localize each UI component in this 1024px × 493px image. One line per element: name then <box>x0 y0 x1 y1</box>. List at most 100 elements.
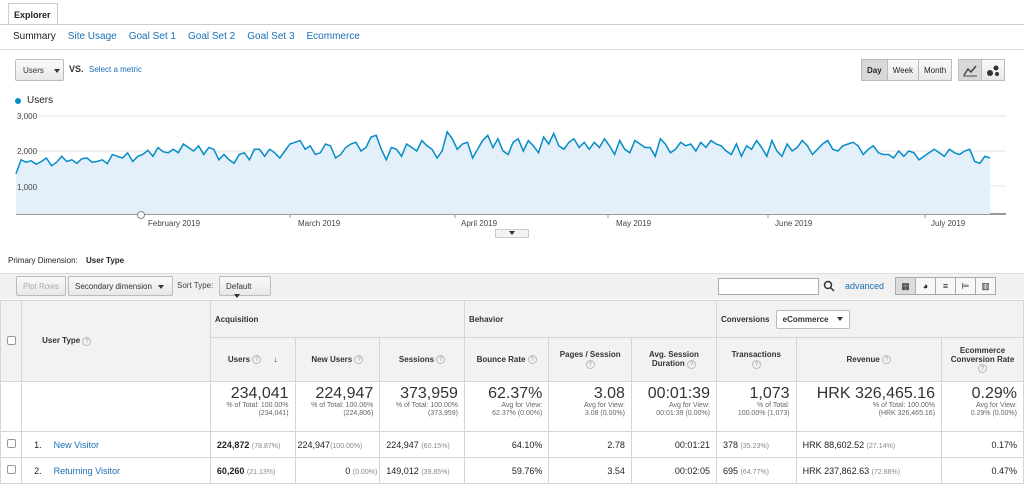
data-table: User Type ? Acquisition Behavior Convers… <box>0 300 1024 484</box>
col-bounce-rate[interactable]: Bounce Rate ? <box>463 337 550 382</box>
x-tick-label: March 2019 <box>298 219 341 228</box>
select-all-cell <box>0 300 23 382</box>
help-icon[interactable]: ? <box>751 359 761 369</box>
row-checkbox[interactable] <box>6 439 16 448</box>
sort-type-dropdown[interactable]: Default <box>219 276 271 298</box>
total-pages-session: 3.08 Avg for View: 3.08 (0.00%) <box>548 381 632 432</box>
day-button[interactable]: Day <box>861 59 888 81</box>
cell-pct: (27.14%) <box>866 442 896 450</box>
totals-spacer <box>0 381 23 432</box>
col-label: Ecommerce Conversion Rate <box>950 345 1015 364</box>
help-icon[interactable]: ? <box>585 359 595 369</box>
total-sub: (224,806) <box>343 410 374 417</box>
help-icon[interactable]: ? <box>436 355 446 365</box>
motion-chart-button[interactable] <box>981 59 1005 81</box>
help-icon[interactable]: ? <box>252 355 262 365</box>
total-value: 373,959 <box>400 385 458 402</box>
table-row: 1. New Visitor 224,872 (78.87%) 224,947(1… <box>0 431 1024 458</box>
chevron-down-icon <box>54 68 61 73</box>
secondary-dimension-dropdown[interactable]: Secondary dimension <box>68 276 173 296</box>
col-avg-session-duration[interactable]: Avg. Session Duration ? <box>630 337 717 382</box>
line-chart-button[interactable] <box>958 59 982 81</box>
select-all-checkbox[interactable] <box>6 335 16 345</box>
row-select-cell <box>0 431 23 458</box>
row-number: 2. <box>34 465 42 476</box>
bar-icon: ≡ <box>942 281 949 291</box>
subtab-ecommerce[interactable]: Ecommerce <box>306 31 360 42</box>
annotation-marker[interactable] <box>137 211 145 219</box>
acquisition-group-header: Acquisition <box>209 300 465 338</box>
col-users[interactable]: Users ? ↓ <box>209 337 296 382</box>
divider <box>0 49 1024 50</box>
col-pages-session[interactable]: Pages / Session? <box>548 337 632 382</box>
col-ecommerce-conversion-rate[interactable]: Ecommerce Conversion Rate? <box>941 337 1024 382</box>
pie-view-button[interactable]: ◕ <box>915 277 936 295</box>
chart-legend: Users <box>15 95 53 106</box>
cell-users: 60,260 (21.13%) <box>209 457 296 484</box>
cell-value: 224,947 <box>297 439 331 450</box>
help-icon[interactable]: ? <box>687 359 697 369</box>
total-new-users: 224,947% of Total: 100.06% (224,806) <box>294 381 381 432</box>
performance-view-button[interactable]: ≡ <box>935 277 956 295</box>
metric-dropdown[interactable]: Users <box>15 59 64 81</box>
total-sub: % of Total: 100.06% <box>311 402 374 409</box>
sort-type-label: Sort Type: <box>177 281 214 290</box>
total-users: 234,041% of Total: 100.00% (234,041) <box>209 381 296 432</box>
x-tick-label: February 2019 <box>148 219 201 228</box>
x-tick-label: April 2019 <box>461 219 498 228</box>
month-button[interactable]: Month <box>918 59 953 81</box>
data-table-view-button[interactable]: ▦ <box>895 277 916 295</box>
dimension-link[interactable]: Returning Visitor <box>53 465 121 476</box>
col-revenue[interactable]: Revenue ? <box>795 337 943 382</box>
dimension-link[interactable]: New Visitor <box>53 439 100 450</box>
primary-dimension-value[interactable]: User Type <box>86 256 125 265</box>
row-checkbox[interactable] <box>6 465 16 474</box>
x-tick-label: June 2019 <box>775 219 813 228</box>
dimension-header[interactable]: User Type ? <box>21 300 211 382</box>
plot-rows-button[interactable]: Plot Rows <box>16 276 67 296</box>
search-button[interactable] <box>818 278 838 295</box>
subtab-summary[interactable]: Summary <box>13 31 56 42</box>
cell-value: 224,947 <box>386 439 419 450</box>
metric-dropdown-value: Users <box>23 66 44 75</box>
total-value: 3.08 <box>593 385 625 402</box>
cell-new-users: 224,947(100.00%) <box>294 431 381 458</box>
select-metric-link[interactable]: Select a metric <box>89 65 142 74</box>
col-new-users[interactable]: New Users ? <box>294 337 381 382</box>
help-icon[interactable]: ? <box>82 336 92 346</box>
help-icon[interactable]: ? <box>354 355 364 365</box>
help-icon[interactable]: ? <box>882 355 892 365</box>
col-transactions[interactable]: Transactions? <box>715 337 797 382</box>
week-button[interactable]: Week <box>886 59 919 81</box>
cell-transactions: 378 (35.23%) <box>715 431 797 458</box>
total-value: 234,041 <box>230 385 289 402</box>
subtab-site-usage[interactable]: Site Usage <box>67 31 117 42</box>
line-chart-icon <box>963 65 977 77</box>
cell-pct: (0.00%) <box>352 468 378 476</box>
cell-new-users: 0 (0.00%) <box>294 457 381 484</box>
cell-value: 378 <box>722 439 738 450</box>
cell-users: 224,872 (78.87%) <box>209 431 296 458</box>
x-tick-label: July 2019 <box>931 219 966 228</box>
conversions-dropdown[interactable]: eCommerce <box>775 309 850 329</box>
help-icon[interactable]: ? <box>527 355 537 365</box>
advanced-filter-link[interactable]: advanced <box>845 281 885 291</box>
cell-value: HRK 88,602.52 <box>802 439 865 450</box>
total-avg-session-duration: 00:01:39 Avg for View: 00:01:39 (0.00%) <box>630 381 717 432</box>
chart-collapse-handle[interactable] <box>495 229 529 238</box>
subtab-goal-set-2[interactable]: Goal Set 2 <box>187 31 236 42</box>
total-sub: (234,041) <box>258 410 289 417</box>
row-dimension-cell: 1. New Visitor <box>21 431 211 458</box>
tab-explorer[interactable]: Explorer <box>8 3 58 25</box>
help-icon[interactable]: ? <box>978 364 988 374</box>
comparison-view-button[interactable]: ⊨ <box>955 277 976 295</box>
cell-pct: (64.77%) <box>740 468 769 476</box>
granularity-toggle: Day Week Month <box>861 59 953 81</box>
row-select-cell <box>0 457 23 484</box>
cell-value: 149,012 <box>386 465 419 476</box>
pivot-view-button[interactable]: ▥ <box>975 277 996 295</box>
col-sessions[interactable]: Sessions ? <box>379 337 465 382</box>
subtab-goal-set-1[interactable]: Goal Set 1 <box>128 31 176 42</box>
subtab-goal-set-3[interactable]: Goal Set 3 <box>247 31 295 42</box>
divider <box>0 24 1024 25</box>
